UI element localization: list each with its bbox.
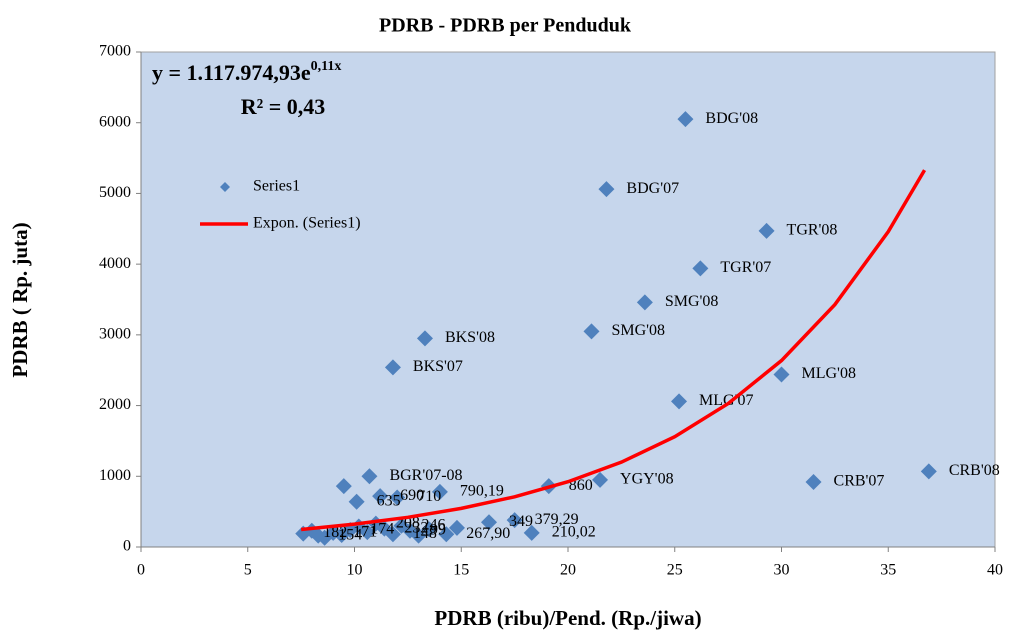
y-tick-label: 5000 bbox=[99, 184, 131, 201]
data-point bbox=[438, 526, 455, 543]
chart-title: PDRB - PDRB per Penduduk bbox=[379, 15, 632, 37]
point-label: 171 bbox=[353, 524, 377, 541]
point-label: CRB'07 bbox=[834, 473, 885, 490]
x-tick-label: 0 bbox=[137, 562, 145, 579]
plot-area bbox=[140, 51, 996, 548]
data-point bbox=[384, 359, 401, 376]
point-label: TGR'07 bbox=[720, 259, 771, 276]
x-tick-label: 15 bbox=[453, 562, 469, 579]
point-label: BKS'07 bbox=[413, 358, 463, 375]
point-label: 174 bbox=[370, 521, 394, 538]
point-label: SMG'08 bbox=[665, 293, 719, 310]
point-label: 182 bbox=[323, 524, 347, 541]
data-point bbox=[359, 524, 376, 541]
data-point bbox=[431, 483, 448, 500]
x-tick-label: 35 bbox=[880, 562, 896, 579]
y-tick-label: 0 bbox=[123, 538, 131, 555]
data-point bbox=[335, 478, 352, 495]
point-label: 349 bbox=[509, 513, 533, 530]
data-point bbox=[421, 521, 438, 538]
data-point bbox=[348, 493, 365, 510]
legend-label: Series1 bbox=[253, 178, 300, 195]
y-tick-label: 7000 bbox=[99, 43, 131, 60]
data-point bbox=[410, 527, 427, 544]
data-point bbox=[677, 111, 694, 128]
data-point bbox=[506, 512, 523, 529]
y-tick-label: 6000 bbox=[99, 113, 131, 130]
point-label: YGY'08 bbox=[620, 470, 674, 487]
data-point bbox=[636, 294, 653, 311]
point-label: 860 bbox=[569, 477, 593, 494]
y-tick-label: 1000 bbox=[99, 467, 131, 484]
point-label: BDG'07 bbox=[626, 180, 679, 197]
equation-base: y = 1.117.974,93e bbox=[152, 60, 311, 85]
point-label: 635 bbox=[377, 492, 401, 509]
x-tick-label: 40 bbox=[987, 562, 1003, 579]
point-label: BKS'08 bbox=[445, 329, 495, 346]
point-label: CRB'08 bbox=[949, 462, 1000, 479]
data-point bbox=[805, 473, 822, 490]
x-tick-label: 25 bbox=[667, 562, 683, 579]
point-label: 148 bbox=[413, 525, 437, 542]
point-label: 99 bbox=[430, 521, 446, 538]
equation-exponent: 0,11x bbox=[311, 59, 342, 74]
r-squared: R² = 0,43 bbox=[241, 94, 326, 119]
data-point bbox=[671, 393, 688, 410]
data-point bbox=[920, 463, 937, 480]
data-point bbox=[389, 489, 406, 506]
data-point bbox=[758, 222, 775, 239]
equation: y = 1.117.974,93e0,11x bbox=[152, 59, 341, 85]
x-tick-label: 20 bbox=[560, 562, 576, 579]
data-point bbox=[448, 519, 465, 536]
point-label: 710 bbox=[417, 488, 441, 505]
data-point bbox=[598, 181, 615, 198]
trendline bbox=[300, 169, 927, 532]
point-label: 790,19 bbox=[460, 483, 504, 500]
y-tick-label: 4000 bbox=[99, 255, 131, 272]
point-label: 267,90 bbox=[466, 525, 510, 542]
legend-marker bbox=[220, 182, 230, 192]
point-label: 232 bbox=[404, 519, 428, 536]
legend-label: Expon. (Series1) bbox=[253, 215, 361, 232]
data-point bbox=[692, 260, 709, 277]
point-label: 246 bbox=[421, 516, 445, 533]
x-tick-label: 10 bbox=[347, 562, 363, 579]
point-label: MLG'08 bbox=[802, 365, 856, 382]
point-label: 210,02 bbox=[552, 524, 596, 541]
data-point bbox=[361, 468, 378, 485]
data-point bbox=[592, 471, 609, 488]
y-tick-label: 2000 bbox=[99, 396, 131, 413]
data-point bbox=[773, 366, 790, 383]
point-label: TGR'08 bbox=[787, 222, 838, 239]
data-point bbox=[523, 524, 540, 541]
x-tick-label: 5 bbox=[244, 562, 252, 579]
data-point bbox=[384, 526, 401, 543]
data-point bbox=[583, 323, 600, 340]
point-label: 154 bbox=[338, 526, 362, 543]
point-label: 690 bbox=[400, 487, 424, 504]
point-label: 379,29 bbox=[535, 511, 579, 528]
point-label: BDG'08 bbox=[705, 110, 758, 127]
y-axis-title: PDRB ( Rp. juta) bbox=[8, 222, 32, 377]
point-label: SMG'08 bbox=[611, 322, 665, 339]
y-tick-label: 3000 bbox=[99, 326, 131, 343]
data-point bbox=[416, 330, 433, 347]
data-point bbox=[372, 488, 389, 505]
point-label: BGR'07-08 bbox=[389, 467, 462, 484]
data-point bbox=[481, 514, 498, 531]
x-axis-title: PDRB (ribu)/Pend. (Rp./jiwa) bbox=[434, 606, 701, 630]
x-tick-label: 30 bbox=[774, 562, 790, 579]
